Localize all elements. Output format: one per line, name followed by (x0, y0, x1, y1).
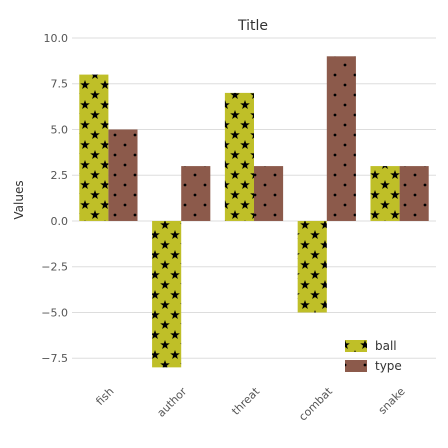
y-tick-label: −5.0 (41, 306, 68, 319)
legend-swatch-ball (345, 340, 367, 352)
x-axis-ticks: fish author threat combat snake (93, 384, 407, 423)
legend: ball type (345, 339, 402, 373)
y-tick-label: 2.5 (51, 169, 69, 182)
legend-swatch-type (345, 360, 367, 372)
bar-type-author (181, 166, 211, 221)
x-tick-label: snake (376, 385, 408, 417)
x-tick-label: fish (93, 385, 116, 408)
bars (79, 56, 429, 368)
x-tick-label: author (154, 385, 189, 420)
y-tick-label: −7.5 (41, 352, 68, 365)
bar-type-combat (326, 56, 356, 221)
bar-ball-author (152, 220, 182, 368)
y-axis-ticks: −7.5 −5.0 −2.5 0.0 2.5 5.0 7.5 10.0 (41, 32, 68, 365)
x-tick-label: combat (296, 384, 335, 423)
y-tick-label: 0.0 (51, 215, 69, 228)
legend-label-ball: ball (375, 339, 397, 353)
bar-ball-threat (224, 92, 254, 221)
bar-ball-combat (297, 220, 327, 313)
bar-type-snake (399, 166, 429, 221)
y-tick-label: 7.5 (51, 78, 69, 91)
bar-type-threat (254, 166, 284, 221)
y-tick-label: 5.0 (51, 123, 69, 136)
y-tick-label: −2.5 (41, 261, 68, 274)
legend-label-type: type (375, 359, 402, 373)
bar-ball-fish (79, 74, 109, 221)
chart-title: Title (237, 18, 268, 34)
y-tick-label: 10.0 (44, 32, 69, 45)
x-tick-label: threat (229, 384, 262, 417)
bar-ball-snake (370, 166, 400, 221)
bar-type-fish (108, 129, 138, 221)
y-axis-title: Values (12, 180, 26, 219)
